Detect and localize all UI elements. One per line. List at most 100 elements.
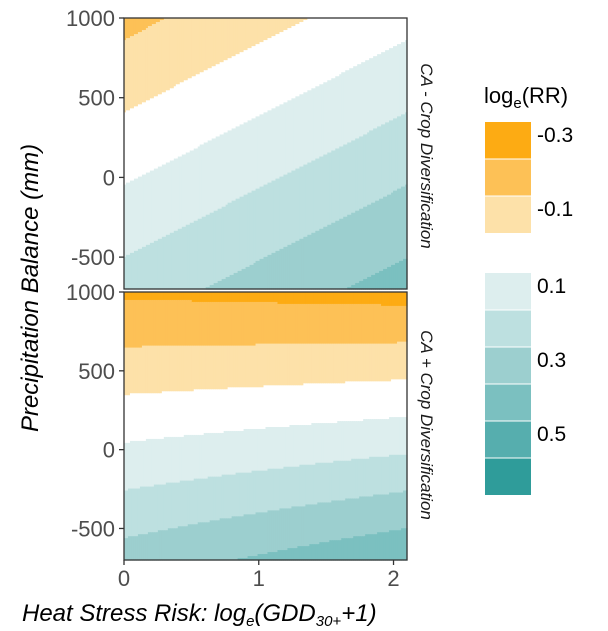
contour-cell — [227, 301, 231, 347]
contour-cell — [133, 106, 137, 180]
contour-cell — [135, 393, 139, 442]
contour-cell — [169, 160, 173, 234]
contour-cell — [315, 230, 318, 290]
contour-cell — [124, 292, 127, 301]
contour-cell — [355, 138, 358, 212]
contour-cell — [401, 18, 404, 43]
contour-cell — [267, 552, 271, 561]
contour-cell — [383, 494, 386, 533]
contour-cell — [379, 532, 382, 561]
contour-cell — [211, 476, 215, 521]
contour-cell — [307, 90, 310, 164]
contour-cell — [259, 18, 263, 43]
contour-cell — [185, 391, 189, 436]
contour-cell — [127, 292, 131, 301]
contour-cell — [319, 303, 322, 345]
contour-cell — [291, 18, 294, 27]
contour-cell — [299, 22, 302, 95]
contour-cell — [321, 423, 324, 464]
contour-cell — [339, 292, 342, 305]
contour-cell — [351, 284, 354, 290]
contour-cell — [393, 18, 396, 47]
contour-cell — [159, 94, 163, 168]
contour-cell — [267, 254, 271, 290]
contour-cell — [191, 391, 195, 436]
contour-cell — [187, 152, 191, 226]
contour-cell — [257, 116, 261, 190]
legend-swatch — [485, 310, 531, 347]
contour-cell — [291, 506, 294, 549]
contour-cell — [235, 54, 239, 127]
contour-cell — [267, 182, 271, 256]
contour-cell — [155, 240, 159, 290]
contour-cell — [203, 301, 207, 347]
contour-cell — [297, 546, 300, 561]
contour-cell — [279, 550, 283, 561]
contour-cell — [369, 303, 372, 345]
contour-cell — [227, 58, 231, 132]
contour-cell — [317, 544, 320, 561]
contour-cell — [367, 204, 370, 278]
contour-cell — [175, 345, 179, 392]
contour-cell — [311, 88, 314, 162]
contour-cell — [145, 299, 149, 347]
contour-cell — [305, 504, 308, 547]
contour-cell — [173, 18, 177, 87]
contour-cell — [309, 343, 312, 384]
contour-cell — [309, 234, 312, 290]
contour-cell — [247, 18, 251, 49]
contour-cell — [233, 272, 237, 290]
contour-cell — [357, 498, 360, 537]
contour-cell — [239, 430, 243, 474]
contour-cell — [373, 202, 376, 276]
contour-cell — [317, 383, 320, 424]
contour-cell — [193, 524, 197, 561]
contour-cell — [253, 345, 257, 388]
contour-cell — [327, 423, 330, 464]
contour-cell — [293, 548, 296, 561]
contour-cell — [169, 88, 173, 162]
contour-cell — [215, 136, 219, 212]
contour-cell — [131, 36, 135, 109]
contour-cell — [155, 18, 159, 23]
contour-cell — [225, 345, 229, 390]
legend-swatch — [485, 384, 531, 421]
contour-cell — [207, 18, 211, 69]
contour-cell — [261, 387, 265, 430]
contour-cell — [289, 28, 293, 101]
contour-cell — [269, 426, 273, 470]
x-tick-label: 0 — [118, 566, 130, 591]
contour-cell — [301, 343, 304, 386]
contour-cell — [243, 50, 247, 123]
contour-cell — [147, 486, 151, 533]
contour-cell — [259, 258, 263, 290]
contour-cell — [149, 486, 153, 533]
contour-cell — [317, 343, 320, 384]
contour-cell — [137, 534, 141, 561]
contour-cell — [239, 301, 243, 347]
contour-cell — [305, 92, 308, 166]
contour-cell — [267, 292, 271, 303]
contour-cell — [331, 292, 334, 305]
contour-cell — [263, 292, 267, 303]
contour-cell — [373, 292, 376, 305]
contour-cell — [245, 387, 249, 430]
contour-cell — [371, 496, 374, 535]
contour-cell — [124, 256, 127, 290]
contour-cell — [249, 18, 253, 49]
contour-cell — [223, 60, 227, 134]
contour-cell — [377, 456, 380, 496]
contour-cell — [241, 18, 245, 53]
contour-cell — [127, 299, 131, 349]
contour-cell — [211, 389, 215, 434]
contour-cell — [225, 474, 229, 519]
contour-cell — [137, 18, 141, 33]
contour-cell — [405, 18, 408, 41]
contour-cell — [263, 554, 267, 561]
contour-cell — [363, 292, 366, 305]
contour-cell — [335, 383, 338, 424]
contour-cell — [161, 299, 165, 347]
contour-cell — [369, 456, 372, 498]
contour-cell — [283, 466, 287, 509]
contour-cell — [125, 18, 129, 39]
